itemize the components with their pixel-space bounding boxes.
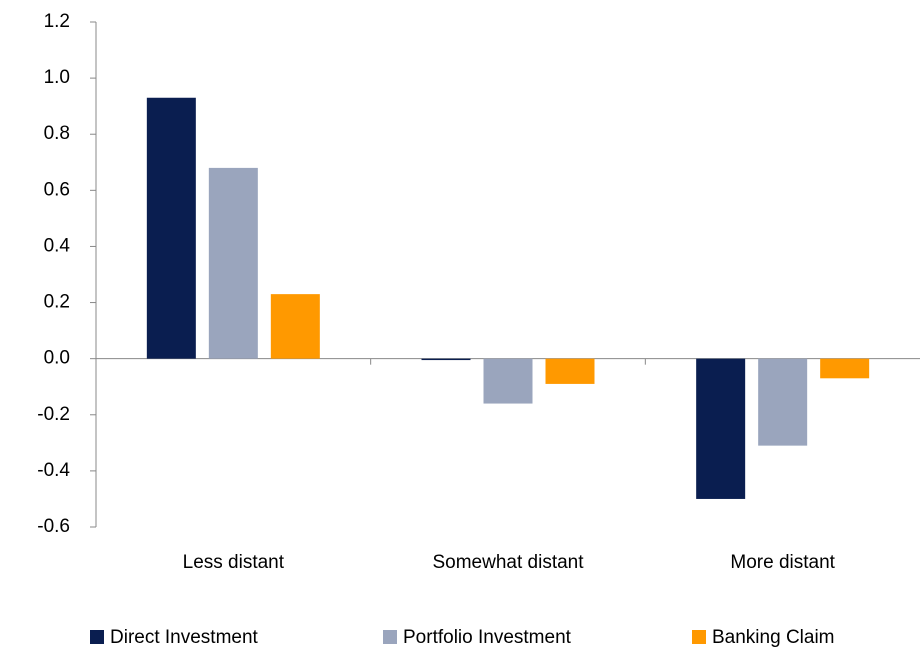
y-tick-label: -0.6 [37,516,70,537]
x-tick-label: Less distant [183,552,285,573]
x-tick-label: Somewhat distant [432,552,584,573]
legend-swatch [383,630,397,644]
y-tick-label: -0.2 [37,404,70,425]
bar [545,358,595,384]
y-tick-label: 0.6 [44,179,70,200]
legend-label: Portfolio Investment [403,627,572,648]
legend-label: Direct Investment [110,627,259,648]
y-tick-label: 1.2 [44,11,70,32]
bar [421,358,471,361]
x-tick-label: More distant [730,552,835,573]
y-tick-label: 0.8 [44,123,70,144]
bar [270,294,320,359]
bar [758,358,808,446]
bar [696,358,746,499]
bar [208,167,258,359]
y-tick-label: 0.4 [44,235,71,256]
legend-label: Banking Claim [712,627,835,648]
legend-swatch [692,630,706,644]
y-tick-label: -0.4 [37,460,70,481]
legend-swatch [90,630,104,644]
bar [146,97,196,359]
bar [483,358,533,404]
y-tick-label: 0.2 [44,292,70,313]
y-tick-label: 1.0 [44,67,70,88]
bar [820,358,870,379]
y-tick-label: 0.0 [44,348,70,369]
